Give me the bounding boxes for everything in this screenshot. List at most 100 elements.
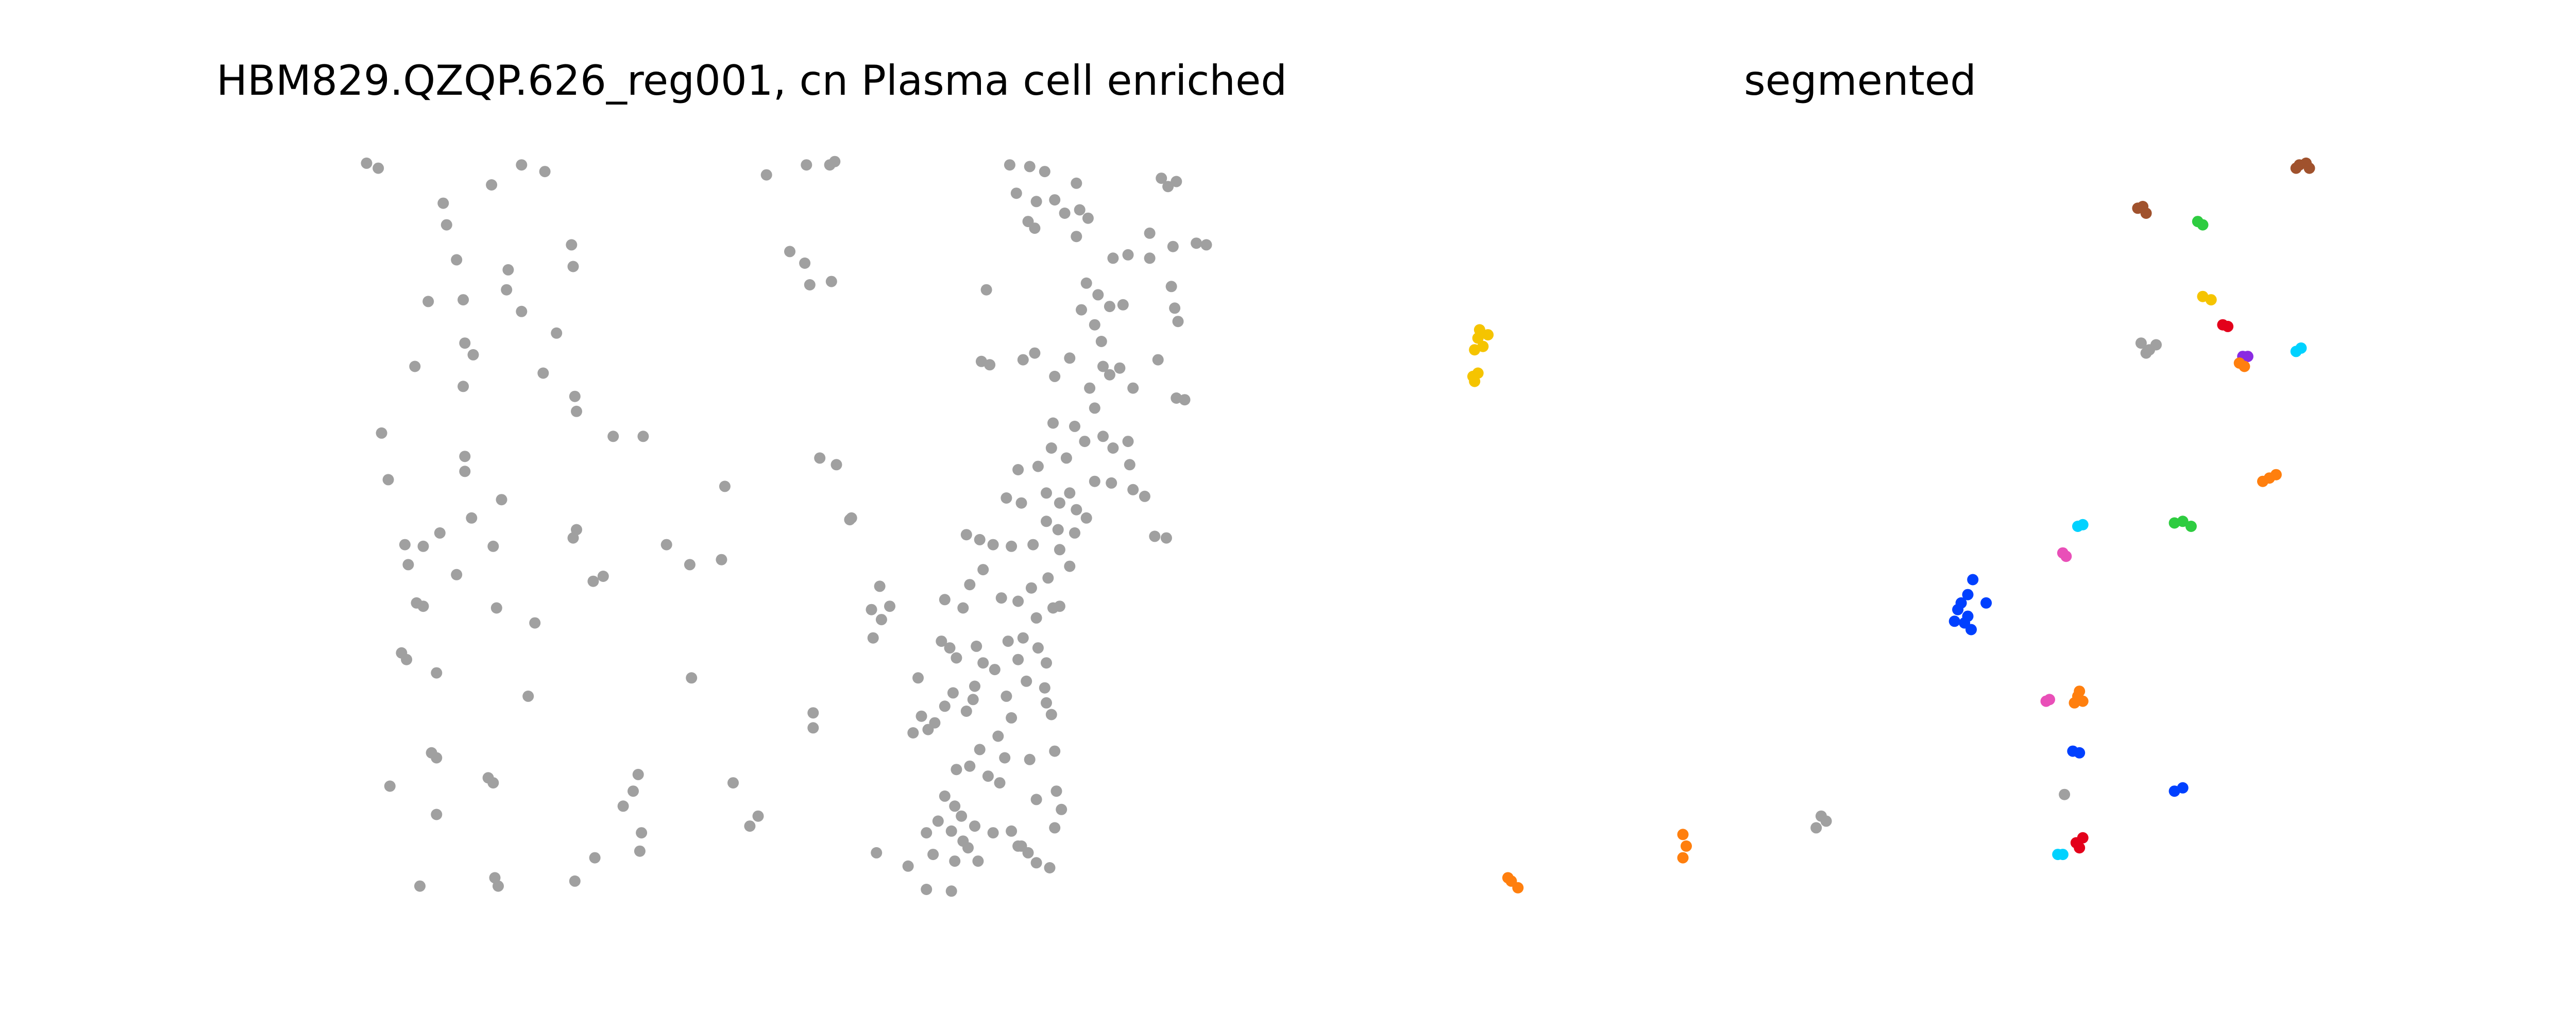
scatter-point xyxy=(1012,464,1024,475)
scatter-point xyxy=(1049,370,1061,382)
scatter-point xyxy=(1127,382,1139,394)
scatter-point xyxy=(916,710,927,722)
segment-point xyxy=(2074,842,2086,854)
scatter-point xyxy=(752,810,764,822)
scatter-point xyxy=(490,602,502,614)
scatter-point xyxy=(1049,194,1061,206)
segment-point xyxy=(2140,347,2152,359)
scatter-point xyxy=(571,405,582,417)
scatter-point xyxy=(1124,459,1136,471)
scatter-point xyxy=(799,258,811,269)
scatter-point xyxy=(1144,227,1156,239)
segment-point xyxy=(2057,849,2069,861)
scatter-point xyxy=(632,768,644,780)
scatter-point xyxy=(1144,252,1156,264)
scatter-point xyxy=(939,700,951,712)
scatter-point xyxy=(927,849,939,861)
scatter-point xyxy=(431,752,443,764)
scatter-point xyxy=(1030,612,1042,624)
scatter-point xyxy=(1122,436,1134,448)
scatter-point xyxy=(516,305,528,317)
chart-title-right: segmented xyxy=(1744,57,1976,105)
scatter-point xyxy=(867,632,879,644)
scatter-point xyxy=(951,652,962,664)
scatter-point xyxy=(951,764,962,776)
scatter-point xyxy=(744,820,756,832)
scatter-point xyxy=(431,809,443,820)
segment-point xyxy=(1512,882,1524,894)
scatter-point xyxy=(686,672,698,684)
scatter-point xyxy=(1097,431,1109,442)
segment-point xyxy=(2137,201,2149,212)
scatter-point xyxy=(617,800,629,812)
scatter-point xyxy=(1084,382,1096,394)
scatter-point xyxy=(589,852,601,864)
segment-point xyxy=(2239,360,2250,372)
scatter-point xyxy=(960,529,972,541)
scatter-point xyxy=(567,532,579,544)
scatter-point xyxy=(1054,600,1065,612)
scatter-point xyxy=(949,855,961,867)
scatter-point xyxy=(945,885,957,897)
scatter-point xyxy=(1162,181,1174,193)
scatter-point xyxy=(636,827,648,839)
scatter-point xyxy=(936,636,947,647)
scatter-point xyxy=(1117,299,1129,311)
segment-point xyxy=(1502,872,1514,884)
scatter-point xyxy=(995,592,1007,604)
segment-point xyxy=(2177,782,2189,794)
segment-point xyxy=(2197,219,2209,231)
scatter-point xyxy=(597,571,609,582)
scatter-point xyxy=(1165,281,1177,293)
scatter-point xyxy=(974,744,986,756)
scatter-point xyxy=(1015,497,1027,509)
segment-point xyxy=(1677,829,1689,840)
segment-point xyxy=(1820,815,1832,827)
scatter-point xyxy=(922,724,934,735)
scatter-point xyxy=(1107,252,1119,264)
scatter-point xyxy=(451,254,463,266)
scatter-point xyxy=(974,534,986,545)
scatter-point xyxy=(977,657,989,669)
scatter-point xyxy=(1017,632,1029,644)
scatter-point xyxy=(660,539,672,551)
scatter-point xyxy=(1049,822,1061,834)
scatter-point xyxy=(1191,237,1202,249)
scatter-point xyxy=(825,276,837,287)
segment-point xyxy=(2135,337,2147,349)
scatter-point xyxy=(784,246,795,258)
scatter-point xyxy=(1074,204,1086,216)
scatter-point xyxy=(866,604,877,615)
scatter-point xyxy=(496,494,507,506)
scatter-point xyxy=(1027,539,1039,551)
segment-point xyxy=(1810,822,1822,834)
scatter-point xyxy=(1076,304,1087,316)
scatter-point xyxy=(1001,690,1012,702)
scatter-point xyxy=(1021,675,1032,687)
scatter-point xyxy=(376,427,387,439)
scatter-point xyxy=(1044,862,1056,873)
scatter-point xyxy=(1127,484,1139,495)
scatter-point xyxy=(607,431,619,442)
scatter-point xyxy=(1064,560,1076,572)
scatter-point xyxy=(529,617,541,629)
scatter-point xyxy=(634,845,646,857)
scatter-point xyxy=(1156,173,1167,184)
scatter-point xyxy=(1071,504,1082,516)
scatter-point xyxy=(1030,196,1042,208)
scatter-point xyxy=(801,159,812,171)
scatter-point xyxy=(414,880,426,892)
scatter-point xyxy=(804,279,816,290)
segment-point xyxy=(1962,589,1974,600)
scatter-point xyxy=(1089,319,1100,331)
scatter-point xyxy=(992,730,1004,742)
scatter-point xyxy=(1107,442,1119,454)
segment-point xyxy=(2077,519,2089,530)
scatter-point xyxy=(399,539,411,551)
scatter-point xyxy=(964,760,976,772)
segment-point xyxy=(2074,685,2086,697)
scatter-point xyxy=(1071,231,1082,243)
scatter-point xyxy=(984,359,996,371)
scatter-point xyxy=(1069,420,1080,432)
scatter-point xyxy=(1060,452,1072,464)
